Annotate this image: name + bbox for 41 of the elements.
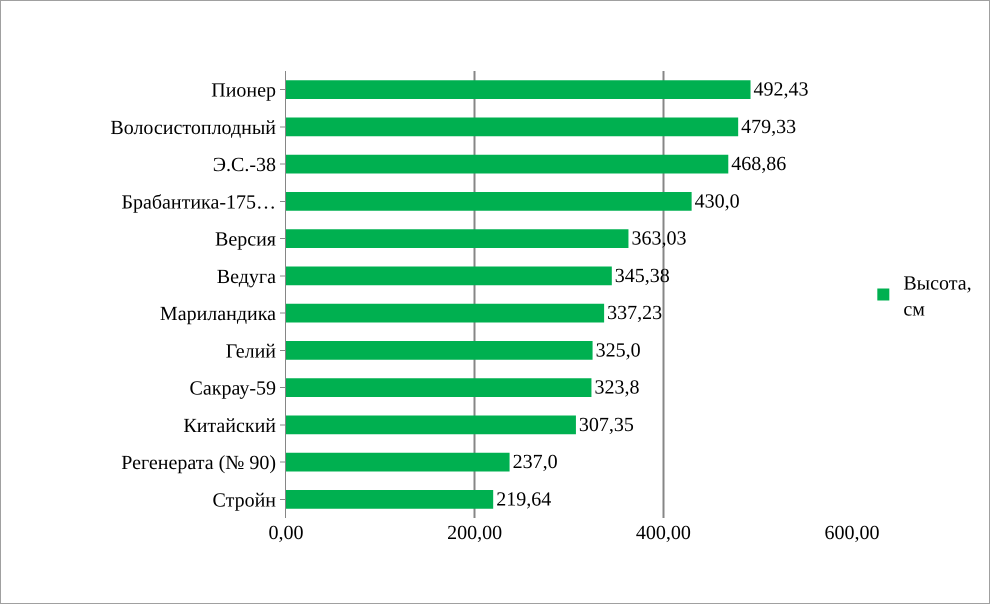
y-tick-label: Волосистоплодный	[110, 116, 276, 139]
legend-label: Высота, см	[903, 272, 972, 320]
data-label: 337,23	[607, 302, 662, 324]
bar	[286, 378, 592, 397]
y-tick-label: Гелий	[226, 340, 276, 362]
bar	[286, 192, 692, 211]
y-tick-label: Версия	[215, 228, 276, 251]
bar	[286, 154, 728, 174]
bar	[286, 490, 494, 509]
x-tick-label: 600,00	[824, 522, 880, 544]
data-label: 325,0	[596, 339, 641, 362]
y-tick-label: Брабантика-175…	[121, 191, 276, 214]
data-label: 307,35	[578, 414, 634, 436]
bar	[286, 452, 510, 472]
data-label: 237,0	[512, 451, 558, 474]
bar	[286, 80, 751, 99]
bar	[286, 304, 604, 322]
data-label: 468,86	[731, 153, 786, 176]
y-tick-label: Пионер	[211, 80, 276, 102]
x-tick-label: 0,00	[268, 522, 304, 544]
y-tick-label: Сакрау-59	[190, 378, 276, 400]
bar	[286, 118, 738, 136]
x-tick-label: 400,00	[636, 522, 691, 544]
bar	[286, 229, 628, 248]
bar	[286, 341, 593, 360]
data-label: 345,38	[614, 264, 670, 287]
bar	[286, 416, 576, 434]
bar	[286, 266, 612, 286]
x-tick-label: 200,00	[447, 522, 502, 544]
data-label: 323,8	[594, 376, 640, 399]
y-tick-label: Э.С.-38	[212, 154, 276, 176]
data-label: 479,33	[741, 116, 796, 138]
data-label: 430,0	[694, 190, 740, 212]
y-tick-label: Ведуга	[216, 266, 276, 288]
y-tick-label: Стройн	[212, 489, 276, 512]
data-label: 219,64	[496, 488, 552, 510]
y-tick-label: Мариландика	[160, 303, 276, 326]
data-label: 492,43	[754, 78, 809, 101]
data-label: 363,03	[631, 228, 686, 250]
y-tick-label: Регенерата (№ 90)	[121, 452, 276, 474]
y-tick-label: Китайский	[183, 414, 276, 437]
